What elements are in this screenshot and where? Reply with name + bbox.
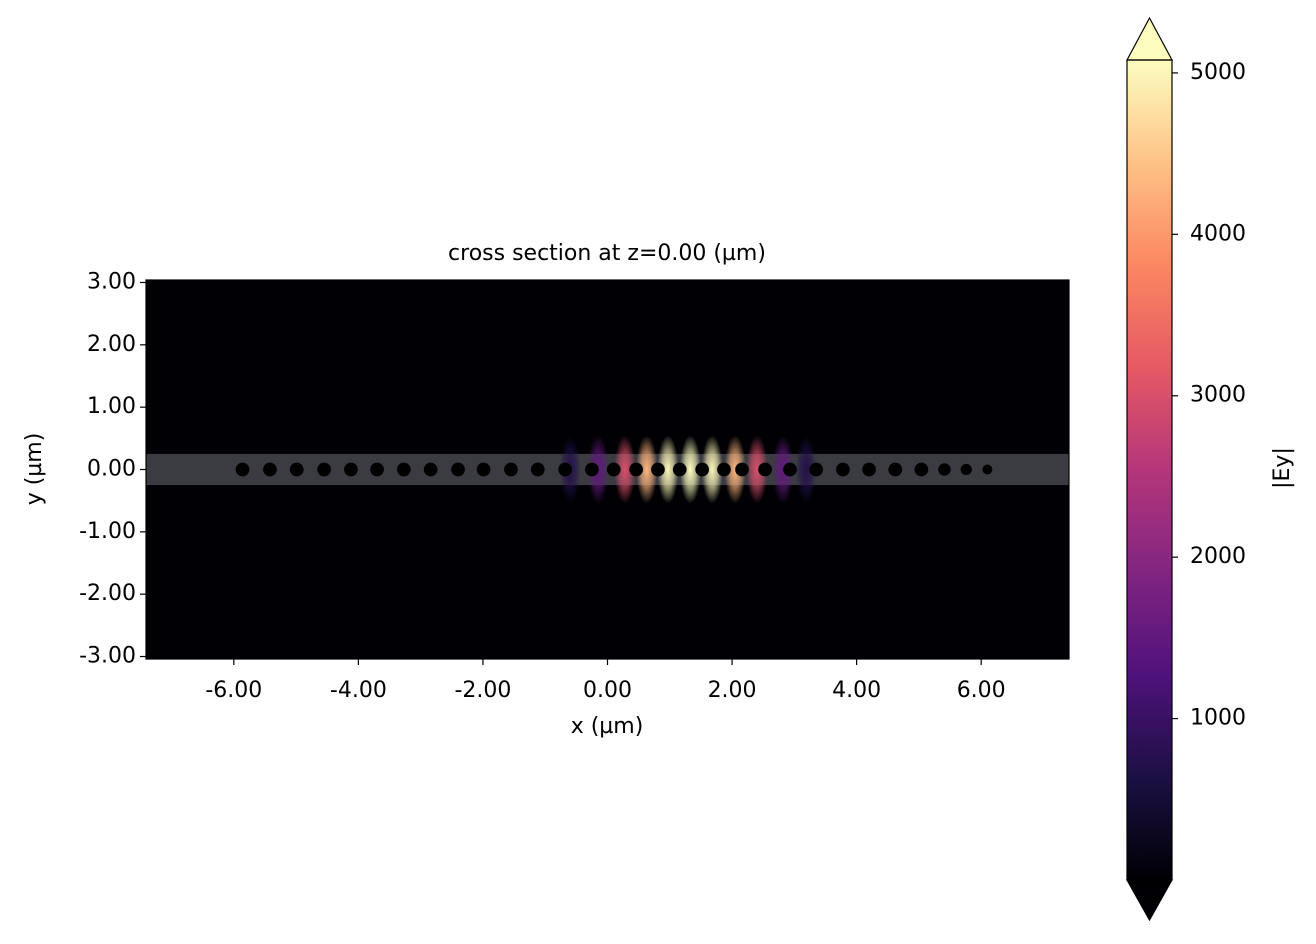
colorbar-tick-label: 1000 [1190,706,1246,731]
hole [862,462,876,477]
field-lobe [724,435,746,504]
hole [809,462,823,477]
hole [504,462,518,477]
field-lobe [679,435,701,504]
y-tick-label: -3.00 [79,644,136,669]
y-axis-label: y (µm) [22,433,47,506]
colorbar-tick-label: 4000 [1190,221,1246,246]
x-tick-label: 2.00 [708,678,757,703]
hole [476,462,491,477]
hole [451,462,465,477]
y-tick-label: 3.00 [87,269,136,294]
colorbar [1127,60,1172,880]
field-lobe [636,435,658,504]
colorbar-extend-top [1125,16,1174,61]
x-tick-label: 0.00 [583,678,632,703]
hole [888,462,903,477]
hole [758,462,772,477]
x-tick-label: -2.00 [454,678,511,703]
field-lobe [657,435,679,504]
hole [717,462,731,477]
colorbar-tick-label: 5000 [1190,60,1246,85]
hole [960,463,972,476]
field-lobe [614,435,636,504]
hole [423,462,438,477]
x-axis-label: x (µm) [571,714,644,739]
colorbar-tick-label: 3000 [1190,383,1246,408]
hole [672,462,687,477]
field-lobe [746,435,768,504]
field-lobe [701,435,723,504]
hole [235,462,250,477]
hole [914,462,929,477]
hole [982,464,993,475]
y-tick-label: 2.00 [87,332,136,357]
hole [836,462,850,477]
hole [735,462,749,477]
field-lobe [795,435,817,504]
field-lobe [772,435,794,504]
y-tick-label: 0.00 [87,457,136,482]
x-tick-label: -4.00 [330,678,387,703]
hole [396,462,411,477]
hole [558,462,572,477]
colorbar-frame [1126,59,1173,881]
y-tick-label: -1.00 [79,519,136,544]
hole [289,462,304,477]
colorbar-extend-bottom [1125,879,1174,922]
x-tick-label: 4.00 [832,678,881,703]
colorbar-label: |Ey| [1270,447,1295,489]
hole [585,462,599,477]
hole [344,462,358,477]
hole [317,462,331,477]
hole [651,462,665,477]
hole [263,462,277,477]
hole [606,462,621,477]
x-tick-label: 6.00 [957,678,1006,703]
hole [695,462,710,477]
hole [938,463,951,476]
hole [530,462,545,477]
hole [783,462,797,477]
hole [629,462,643,477]
hole [370,462,384,477]
y-tick-label: -2.00 [79,581,136,606]
y-tick-label: 1.00 [87,394,136,419]
x-tick-label: -6.00 [205,678,262,703]
chart-title: cross section at z=0.00 (µm) [448,241,766,266]
colorbar-tick-label: 2000 [1190,544,1246,569]
